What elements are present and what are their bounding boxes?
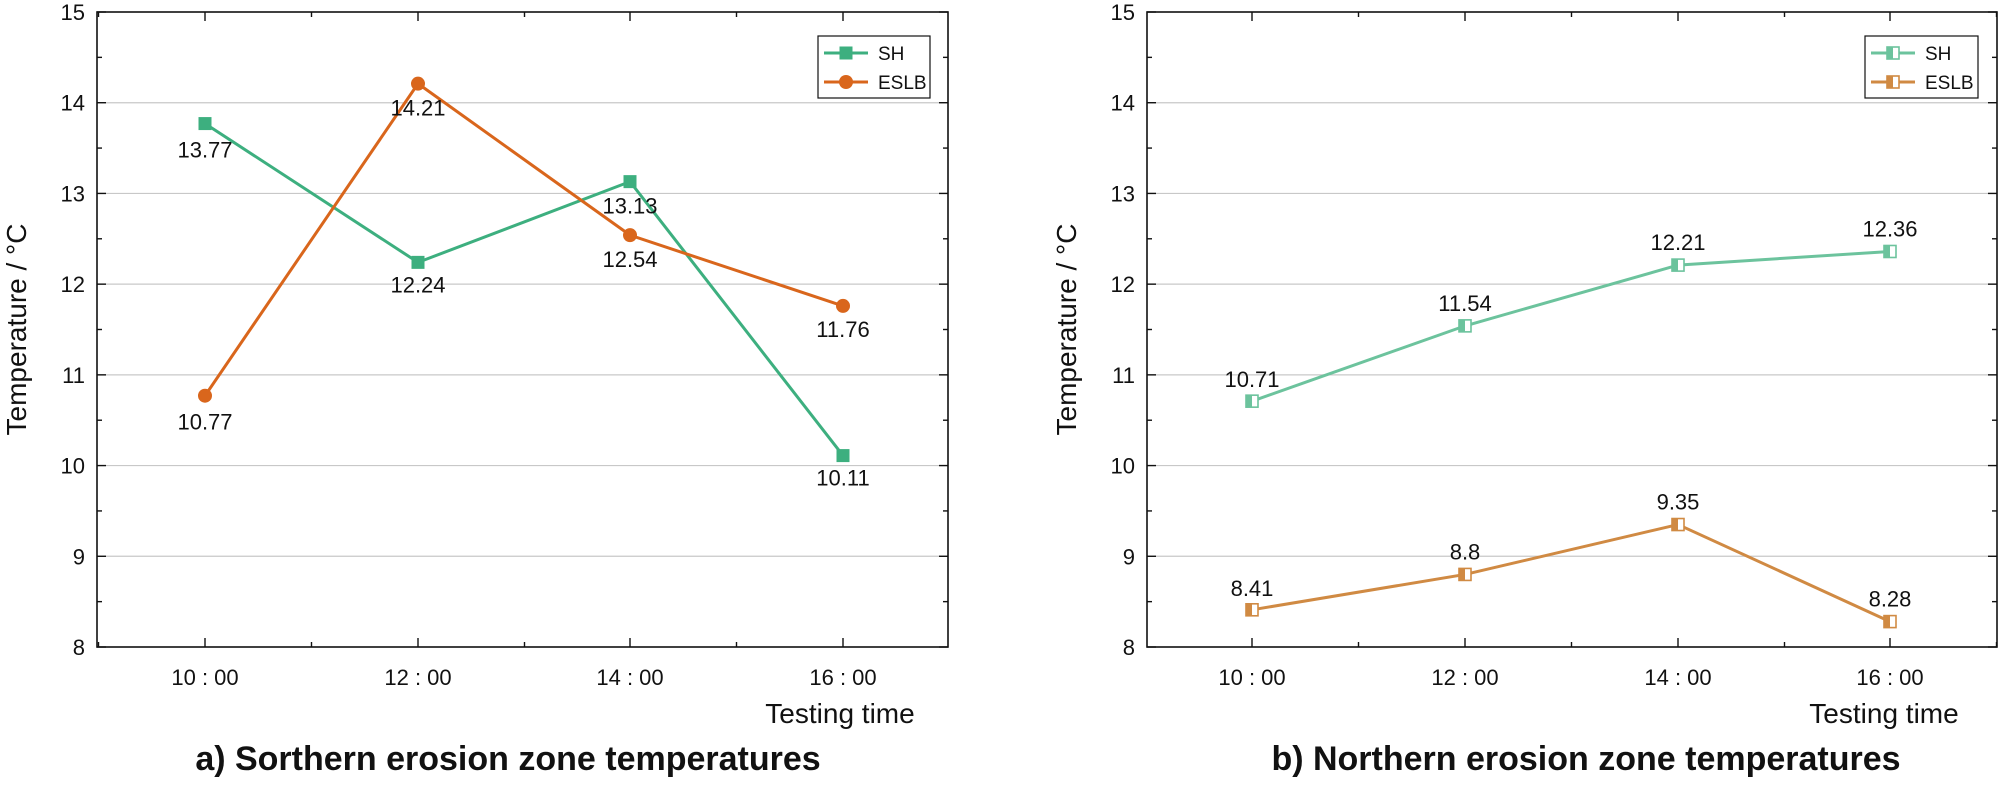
y-tick-label: 11: [62, 363, 85, 388]
data-label: 12.54: [602, 247, 657, 272]
data-point-marker: [1671, 517, 1685, 532]
data-point-marker: [1458, 567, 1472, 582]
y-tick-label: 9: [1123, 544, 1135, 569]
data-point-marker: [198, 117, 212, 131]
data-point-marker: [1883, 614, 1897, 629]
y-tick-label: 10: [1111, 454, 1135, 479]
chart-panel-a: 8 9 10 11 12 13 14 15 10 : 00 12 : 00 14 : 00 16 : …: [1, 0, 949, 778]
x-tick-label: 14 : 00: [1644, 665, 1711, 690]
y-axis-title: Temperature / °C: [1, 224, 32, 436]
series-sh: 13.77 12.24 13.13 10.11: [177, 117, 870, 491]
data-point-marker: [411, 76, 425, 91]
x-axis-title: Testing time: [765, 698, 914, 729]
series-eslb: 8.41 8.8 9.35 8.28: [1231, 490, 1912, 629]
series-sh: 10.71 11.54 12.21 12.36: [1224, 216, 1918, 408]
y-tick-label: 13: [61, 181, 85, 206]
legend-swatch-marker: [1886, 46, 1900, 60]
data-point-marker: [623, 175, 637, 189]
legend-label: ESLB: [1925, 73, 1974, 94]
legend: SH ESLB: [1864, 35, 1979, 99]
data-label: 12.36: [1862, 216, 1917, 241]
legend-label: SH: [1925, 44, 1951, 65]
series-line: [203, 81, 844, 397]
data-label: 11.76: [816, 317, 869, 342]
data-point-marker: [411, 255, 425, 269]
x-tick-label: 16 : 00: [1856, 665, 1923, 690]
data-label: 13.13: [602, 194, 657, 219]
y-tick-label: 14: [61, 91, 85, 116]
legend-label: SH: [878, 44, 904, 65]
series-eslb: 10.77 14.21 12.54 11.76: [177, 76, 870, 435]
data-label: 14.21: [390, 96, 445, 121]
data-label: 8.41: [1231, 576, 1274, 601]
data-label: 10.11: [816, 466, 869, 491]
y-tick-label: 9: [73, 544, 85, 569]
data-point-marker: [198, 388, 212, 403]
x-tick-label: 10 : 00: [171, 665, 238, 690]
data-point-marker: [836, 449, 850, 463]
chart-caption: a) Sorthern erosion zone temperatures: [195, 740, 820, 778]
y-tick-label: 12: [61, 272, 85, 297]
x-tick-label: 10 : 00: [1218, 665, 1285, 690]
legend-swatch-marker: [839, 46, 853, 60]
legend-label: ESLB: [878, 73, 927, 94]
data-point-marker: [623, 228, 637, 243]
y-tick-label: 12: [1111, 272, 1135, 297]
legend-swatch-marker: [1886, 75, 1900, 89]
series-line: [1251, 522, 1891, 623]
data-label: 9.35: [1657, 490, 1700, 515]
plot-frame: [1146, 11, 1998, 648]
series-line: [1251, 249, 1891, 403]
x-axis-title: Testing time: [1809, 698, 1958, 729]
data-label: 8.28: [1869, 587, 1912, 612]
chart-panel-b: 8 9 10 11 12 13 14 15 10 : 00 12 : 00 14 : 00 16 : …: [1051, 0, 1998, 778]
series-line: [204, 122, 845, 457]
y-tick-label: 15: [1111, 0, 1135, 25]
x-tick-label: 14 : 00: [596, 665, 663, 690]
data-point-marker: [1245, 394, 1259, 408]
y-tick-label: 15: [61, 0, 85, 25]
x-tick-label: 12 : 00: [1431, 665, 1498, 690]
legend-swatch-marker: [839, 75, 853, 89]
x-tick-label: 16 : 00: [809, 665, 876, 690]
data-label: 13.77: [177, 138, 232, 163]
data-point-marker: [836, 298, 850, 313]
x-tick-label: 12 : 00: [384, 665, 451, 690]
data-label: 10.77: [177, 410, 232, 435]
legend-box: [817, 35, 931, 99]
data-label: 10.71: [1224, 367, 1279, 392]
y-tick-label: 11: [1112, 363, 1135, 388]
legend-box: [1864, 35, 1979, 99]
y-tick-label: 8: [1123, 635, 1135, 660]
data-label: 12.24: [390, 272, 445, 297]
y-tick-label: 10: [61, 454, 85, 479]
data-point-marker: [1458, 319, 1472, 333]
data-label: 11.54: [1438, 291, 1491, 316]
data-point-marker: [1245, 603, 1259, 617]
data-point-marker: [1883, 244, 1897, 259]
chart-caption: b) Northern erosion zone temperatures: [1271, 740, 1900, 778]
data-point-marker: [1671, 258, 1685, 272]
legend: SH ESLB: [817, 35, 931, 99]
y-tick-label: 13: [1111, 181, 1135, 206]
y-axis-title: Temperature / °C: [1051, 224, 1082, 436]
y-tick-label: 8: [73, 635, 85, 660]
y-tick-label: 14: [1111, 91, 1135, 116]
data-label: 12.21: [1650, 230, 1705, 255]
data-label: 8.8: [1450, 539, 1481, 564]
